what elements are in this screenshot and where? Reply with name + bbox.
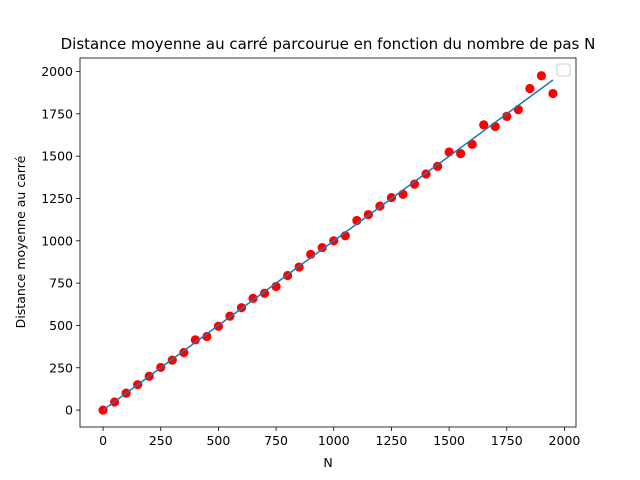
x-axis: 0 250 500 750 1000 1250 1500 1750 2000 bbox=[99, 427, 580, 448]
x-axis-label: N bbox=[323, 455, 332, 470]
x-tick-label: 500 bbox=[206, 433, 230, 448]
x-tick-label: 1250 bbox=[376, 433, 408, 448]
data-point bbox=[398, 189, 408, 199]
data-point bbox=[479, 120, 489, 130]
y-axis: 0 250 500 750 1000 1250 1500 1750 2000 bbox=[41, 64, 80, 418]
y-tick-label: 750 bbox=[49, 276, 73, 291]
y-tick-label: 1500 bbox=[41, 149, 73, 164]
y-tick-label: 1000 bbox=[41, 233, 73, 248]
plot-area bbox=[98, 71, 558, 415]
plot-frame bbox=[79, 57, 577, 428]
y-tick-label: 250 bbox=[49, 360, 73, 375]
x-tick-label: 1000 bbox=[318, 433, 350, 448]
data-point bbox=[502, 111, 512, 121]
data-point bbox=[179, 347, 189, 358]
data-point bbox=[432, 161, 443, 171]
fit-line bbox=[102, 79, 554, 411]
x-tick-label: 1500 bbox=[433, 433, 465, 448]
data-point bbox=[248, 293, 258, 303]
chart-title: Distance moyenne au carré parcourue en f… bbox=[61, 35, 596, 53]
data-point bbox=[490, 121, 500, 132]
data-point bbox=[444, 147, 454, 157]
data-point bbox=[259, 288, 270, 298]
x-tick-label: 250 bbox=[149, 433, 173, 448]
y-axis-label: Distance moyenne au carré bbox=[13, 155, 28, 328]
data-point bbox=[513, 105, 523, 115]
data-point bbox=[190, 335, 200, 345]
data-point bbox=[467, 139, 477, 149]
x-tick-label: 0 bbox=[99, 433, 107, 448]
legend-box bbox=[556, 63, 571, 77]
data-point bbox=[202, 331, 212, 342]
x-tick-label: 1750 bbox=[491, 433, 523, 448]
y-tick-label: 500 bbox=[49, 318, 73, 333]
data-point bbox=[456, 149, 466, 159]
y-tick-label: 1750 bbox=[41, 106, 73, 121]
y-tick-label: 2000 bbox=[41, 64, 73, 79]
data-point bbox=[317, 242, 327, 253]
y-tick-label: 0 bbox=[65, 403, 73, 418]
data-point bbox=[525, 83, 535, 94]
x-tick-label: 750 bbox=[264, 433, 288, 448]
y-tick-label: 1250 bbox=[41, 191, 73, 206]
data-point bbox=[536, 71, 546, 81]
data-point bbox=[409, 179, 420, 189]
x-tick-label: 2000 bbox=[549, 433, 581, 448]
data-point bbox=[548, 88, 558, 99]
